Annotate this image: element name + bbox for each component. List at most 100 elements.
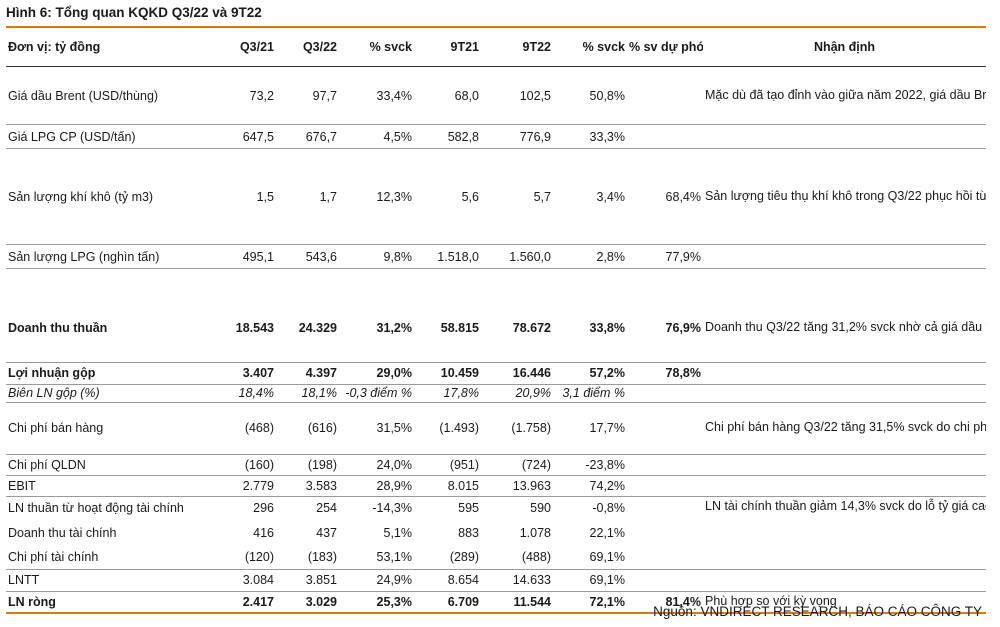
cell-yoy-quarter: 12,3%	[339, 148, 414, 245]
cell-q322: 1,7	[276, 148, 339, 245]
row-label: Chi phí QLDN	[6, 453, 220, 475]
cell-yoy-9m: 33,3%	[553, 124, 627, 149]
cell-vs-forecast: 76,9%	[665, 320, 701, 335]
cell-yoy-9m: 69,1%	[589, 549, 625, 564]
cell-yoy-quarter: 31,2%	[376, 320, 412, 335]
header-q322: Q3/22	[276, 28, 339, 67]
cell-q322: 24.329	[298, 320, 337, 335]
table-row: Sản lượng khí khô (tỷ m3) 1,5 1,7 12,3% …	[6, 148, 986, 245]
row-label: Biên LN gộp (%)	[6, 383, 220, 402]
cell-9t22: 5,7	[481, 148, 553, 245]
cell-yoy-quarter: 28,9%	[339, 474, 414, 496]
cell-q322: (198)	[276, 453, 339, 475]
cell-q321: 3.407	[220, 361, 276, 384]
cell-yoy-9m: 2,8%	[553, 244, 627, 269]
cell-9t21: 8.015	[414, 474, 481, 496]
table-row: Chi phí tài chính (120) (183) 53,1% (289…	[6, 545, 986, 569]
cell-9t22: (1.758)	[481, 401, 553, 454]
cell-yoy-9m: -0,8%	[553, 495, 627, 520]
cell-yoy-9m: 69,1%	[553, 568, 627, 591]
cell-9t21: 68,0	[454, 88, 479, 103]
cell-q322: (183)	[307, 549, 337, 564]
cell-q321: (468)	[220, 401, 276, 454]
row-label: Sản lượng khí khô (tỷ m3)	[6, 148, 220, 245]
cell-q322: 3.851	[276, 568, 339, 591]
cell-9t22: 16.446	[481, 361, 553, 384]
table-row: EBIT 2.779 3.583 28,9% 8.015 13.963 74,2…	[6, 474, 986, 496]
cell-q322: (616)	[276, 401, 339, 454]
results-table: Đơn vị: tỷ đồng Q3/21 Q3/22 % svck 9T21 …	[6, 28, 986, 614]
header-9t22: 9T22	[481, 28, 553, 67]
comment-brent: Mặc dù đã tạo đỉnh vào giữa năm 2022, gi…	[705, 87, 986, 102]
table-row: Sản lượng LPG (nghìn tấn) 495,1 543,6 9,…	[6, 244, 986, 269]
comment-empty	[703, 474, 986, 496]
table-row: Biên LN gộp (%) 18,4% 18,1% -0,3 điểm % …	[6, 383, 986, 402]
cell-q322: 18,1%	[276, 383, 339, 402]
table-spacer	[6, 268, 986, 294]
cell-9t22: 14.633	[481, 568, 553, 591]
cell-vs-forecast	[627, 453, 703, 475]
comment-revenue: Doanh thu Q3/22 tăng 31,2% svck nhờ cả g…	[705, 320, 986, 334]
row-label: Giá dầu Brent (USD/thùng)	[8, 88, 159, 103]
cell-9t21: 17,8%	[414, 383, 481, 402]
cell-q322: 254	[276, 495, 339, 520]
cell-9t22: 102,5	[519, 88, 551, 103]
table-header-row: Đơn vị: tỷ đồng Q3/21 Q3/22 % svck 9T21 …	[6, 28, 986, 67]
cell-9t21: 883	[458, 525, 479, 540]
cell-yoy-quarter: 31,5%	[339, 401, 414, 454]
row-label: Chi phí tài chính	[8, 549, 99, 564]
cell-yoy-9m: 22,1%	[589, 525, 625, 540]
cell-yoy-quarter: 24,9%	[339, 568, 414, 591]
title-rule	[6, 26, 986, 28]
cell-yoy-9m: 72,1%	[553, 590, 627, 613]
cell-q322: 437	[316, 525, 337, 540]
cell-9t21: 595	[414, 495, 481, 520]
cell-9t21: 8.654	[414, 568, 481, 591]
table-row: LN ròng 2.417 3.029 25,3% 6.709 11.544 7…	[6, 590, 986, 613]
cell-vs-forecast	[627, 383, 703, 402]
source-note: Nguồn: VNDIRECT RESEARCH, BÁO CÁO CÔNG T…	[653, 604, 982, 619]
cell-yoy-quarter: 33,4%	[376, 88, 412, 103]
table-row: Giá dầu Brent (USD/thùng) 73,2 97,7 33,4…	[6, 67, 986, 125]
table-row: LNTT 3.084 3.851 24,9% 8.654 14.633 69,1…	[6, 568, 986, 591]
cell-q322: 543,6	[276, 244, 339, 269]
cell-q321: 1,5	[220, 148, 276, 245]
header-unit: Đơn vị: tỷ đồng	[6, 28, 220, 67]
header-yoy-9m: % svck	[553, 28, 627, 67]
cell-vs-forecast	[627, 67, 703, 125]
cell-q321: 18.543	[235, 320, 274, 335]
cell-9t21: (289)	[449, 549, 479, 564]
cell-vs-forecast: 68,4%	[627, 148, 703, 245]
header-comment: Nhận định	[703, 28, 986, 67]
row-label: Doanh thu tài chính	[8, 525, 117, 540]
comment-selling-expense: Chi phí bán hàng Q3/22 tăng 31,5% svck d…	[703, 401, 986, 454]
table-row: Lợi nhuận gộp 3.407 4.397 29,0% 10.459 1…	[6, 361, 986, 384]
cell-9t21: 1.518,0	[414, 244, 481, 269]
cell-9t21: (951)	[414, 453, 481, 475]
cell-9t22: 78.672	[512, 320, 551, 335]
cell-q321: 2.779	[220, 474, 276, 496]
row-label: LN ròng	[6, 590, 220, 613]
cell-9t22: 1.560,0	[481, 244, 553, 269]
cell-yoy-9m: 33,8%	[589, 320, 625, 335]
cell-q321: 296	[220, 495, 276, 520]
row-label: Lợi nhuận gộp	[6, 361, 220, 384]
cell-yoy-quarter: 29,0%	[339, 361, 414, 384]
cell-q321: (120)	[244, 549, 274, 564]
header-9t21: 9T21	[414, 28, 481, 67]
cell-yoy-9m: 17,7%	[553, 401, 627, 454]
cell-yoy-quarter: 9,8%	[339, 244, 414, 269]
cell-9t22: 1.078	[519, 525, 551, 540]
cell-vs-forecast	[627, 520, 703, 545]
row-label: LN thuần từ hoạt động tài chính	[6, 495, 220, 520]
cell-yoy-quarter: 25,3%	[339, 590, 414, 613]
cell-9t22: 11.544	[481, 590, 553, 613]
cell-yoy-quarter: 5,1%	[383, 525, 413, 540]
comment-financial: LN tài chính thuần giảm 14,3% svck do lỗ…	[703, 495, 986, 569]
comment-empty	[703, 453, 986, 475]
cell-9t21: 58.815	[440, 320, 479, 335]
cell-vs-forecast	[627, 545, 703, 569]
cell-q322: 676,7	[276, 124, 339, 149]
table-row: Chi phí bán hàng (468) (616) 31,5% (1.49…	[6, 401, 986, 454]
cell-yoy-9m: 74,2%	[553, 474, 627, 496]
